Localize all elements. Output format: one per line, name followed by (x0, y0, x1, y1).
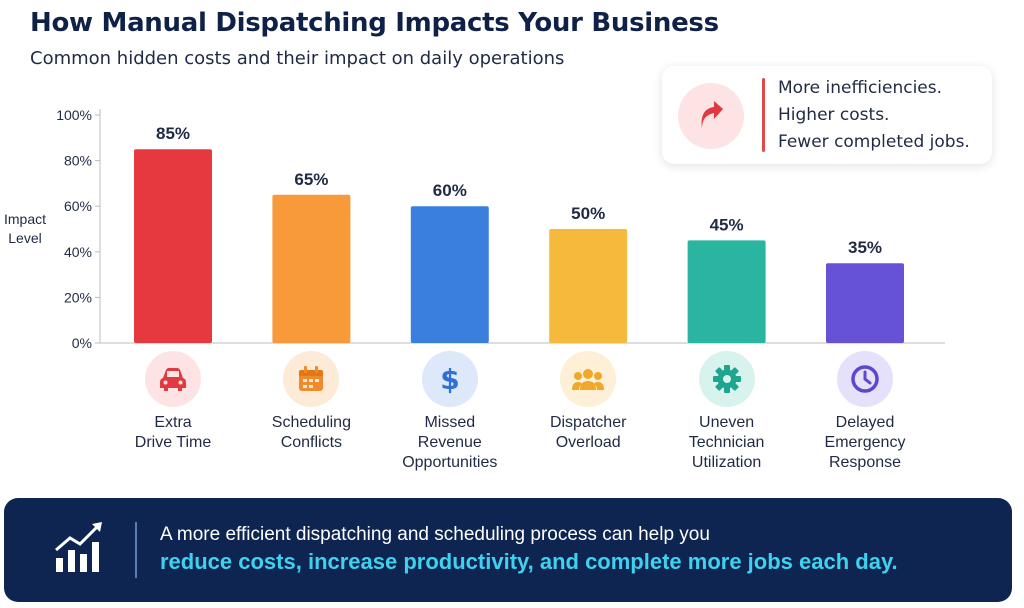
category-label: Delayed Emergency Response (824, 414, 906, 471)
page-subtitle: Common hidden costs and their impact on … (30, 48, 565, 69)
category-item: Extra Drive Time (103, 351, 243, 453)
y-tick-label: 80% (64, 153, 92, 169)
page-title: How Manual Dispatching Impacts Your Busi… (30, 8, 719, 38)
category-item: Dispatcher Overload (518, 351, 658, 453)
category-item: Delayed Emergency Response (795, 351, 935, 473)
bar (410, 206, 489, 343)
footer-banner: A more efficient dispatching and schedul… (4, 498, 1012, 602)
y-axis-label: Impact Level (3, 211, 46, 246)
footer-highlight: reduce costs, increase productivity, and… (160, 549, 898, 574)
category-label: Scheduling Conflicts (271, 414, 351, 451)
category-item: $ Missed Revenue Opportunities (380, 351, 520, 473)
bar-value-label: 35% (848, 238, 882, 257)
gear-icon (698, 351, 755, 407)
bar (687, 240, 766, 343)
footer-divider (135, 522, 137, 578)
calendar-icon (283, 351, 340, 407)
dollar-icon: $ (421, 351, 478, 407)
callout-divider (762, 78, 765, 152)
bar-value-label: 45% (710, 215, 744, 234)
y-tick-label: 0% (72, 335, 92, 350)
category-label: Dispatcher Overload (549, 414, 627, 451)
bar (134, 149, 212, 343)
bar-value-label: 85% (156, 124, 190, 143)
footer-message: A more efficient dispatching and schedul… (160, 524, 710, 545)
bar (272, 194, 351, 343)
trend-up-arrow-icon (678, 83, 744, 149)
callout-card: More inefficiencies. Higher costs. Fewer… (662, 66, 992, 164)
y-tick-label: 60% (64, 198, 92, 214)
y-tick-label: 40% (64, 244, 92, 260)
svg-text:$: $ (440, 364, 459, 394)
bar (549, 229, 628, 343)
y-tick-label: 100% (56, 107, 92, 123)
bar (826, 263, 904, 343)
clock-icon (837, 351, 893, 407)
callout-line-1: More inefficiencies. (778, 78, 943, 98)
y-tick-label: 20% (64, 289, 92, 305)
category-label: Extra Drive Time (134, 414, 212, 451)
bar-chart: 0% 20% 40% 60% 80% 100% 85% 65% 60% 50% 45% 35% (56, 107, 945, 350)
bar-value-label: 65% (294, 170, 328, 189)
callout-line-2: Higher costs. (778, 105, 890, 125)
people-group-icon (560, 351, 617, 407)
callout-line-3: Fewer completed jobs. (778, 132, 970, 152)
growth-chart-icon (52, 520, 108, 581)
category-label: Uneven Technician Utilization (688, 414, 765, 471)
bar-value-label: 50% (571, 204, 605, 223)
category-item: Scheduling Conflicts (241, 351, 381, 453)
category-label: Missed Revenue Opportunities (402, 414, 498, 471)
car-icon (145, 351, 201, 407)
category-item: Uneven Technician Utilization (657, 351, 797, 473)
bar-value-label: 60% (433, 181, 467, 200)
